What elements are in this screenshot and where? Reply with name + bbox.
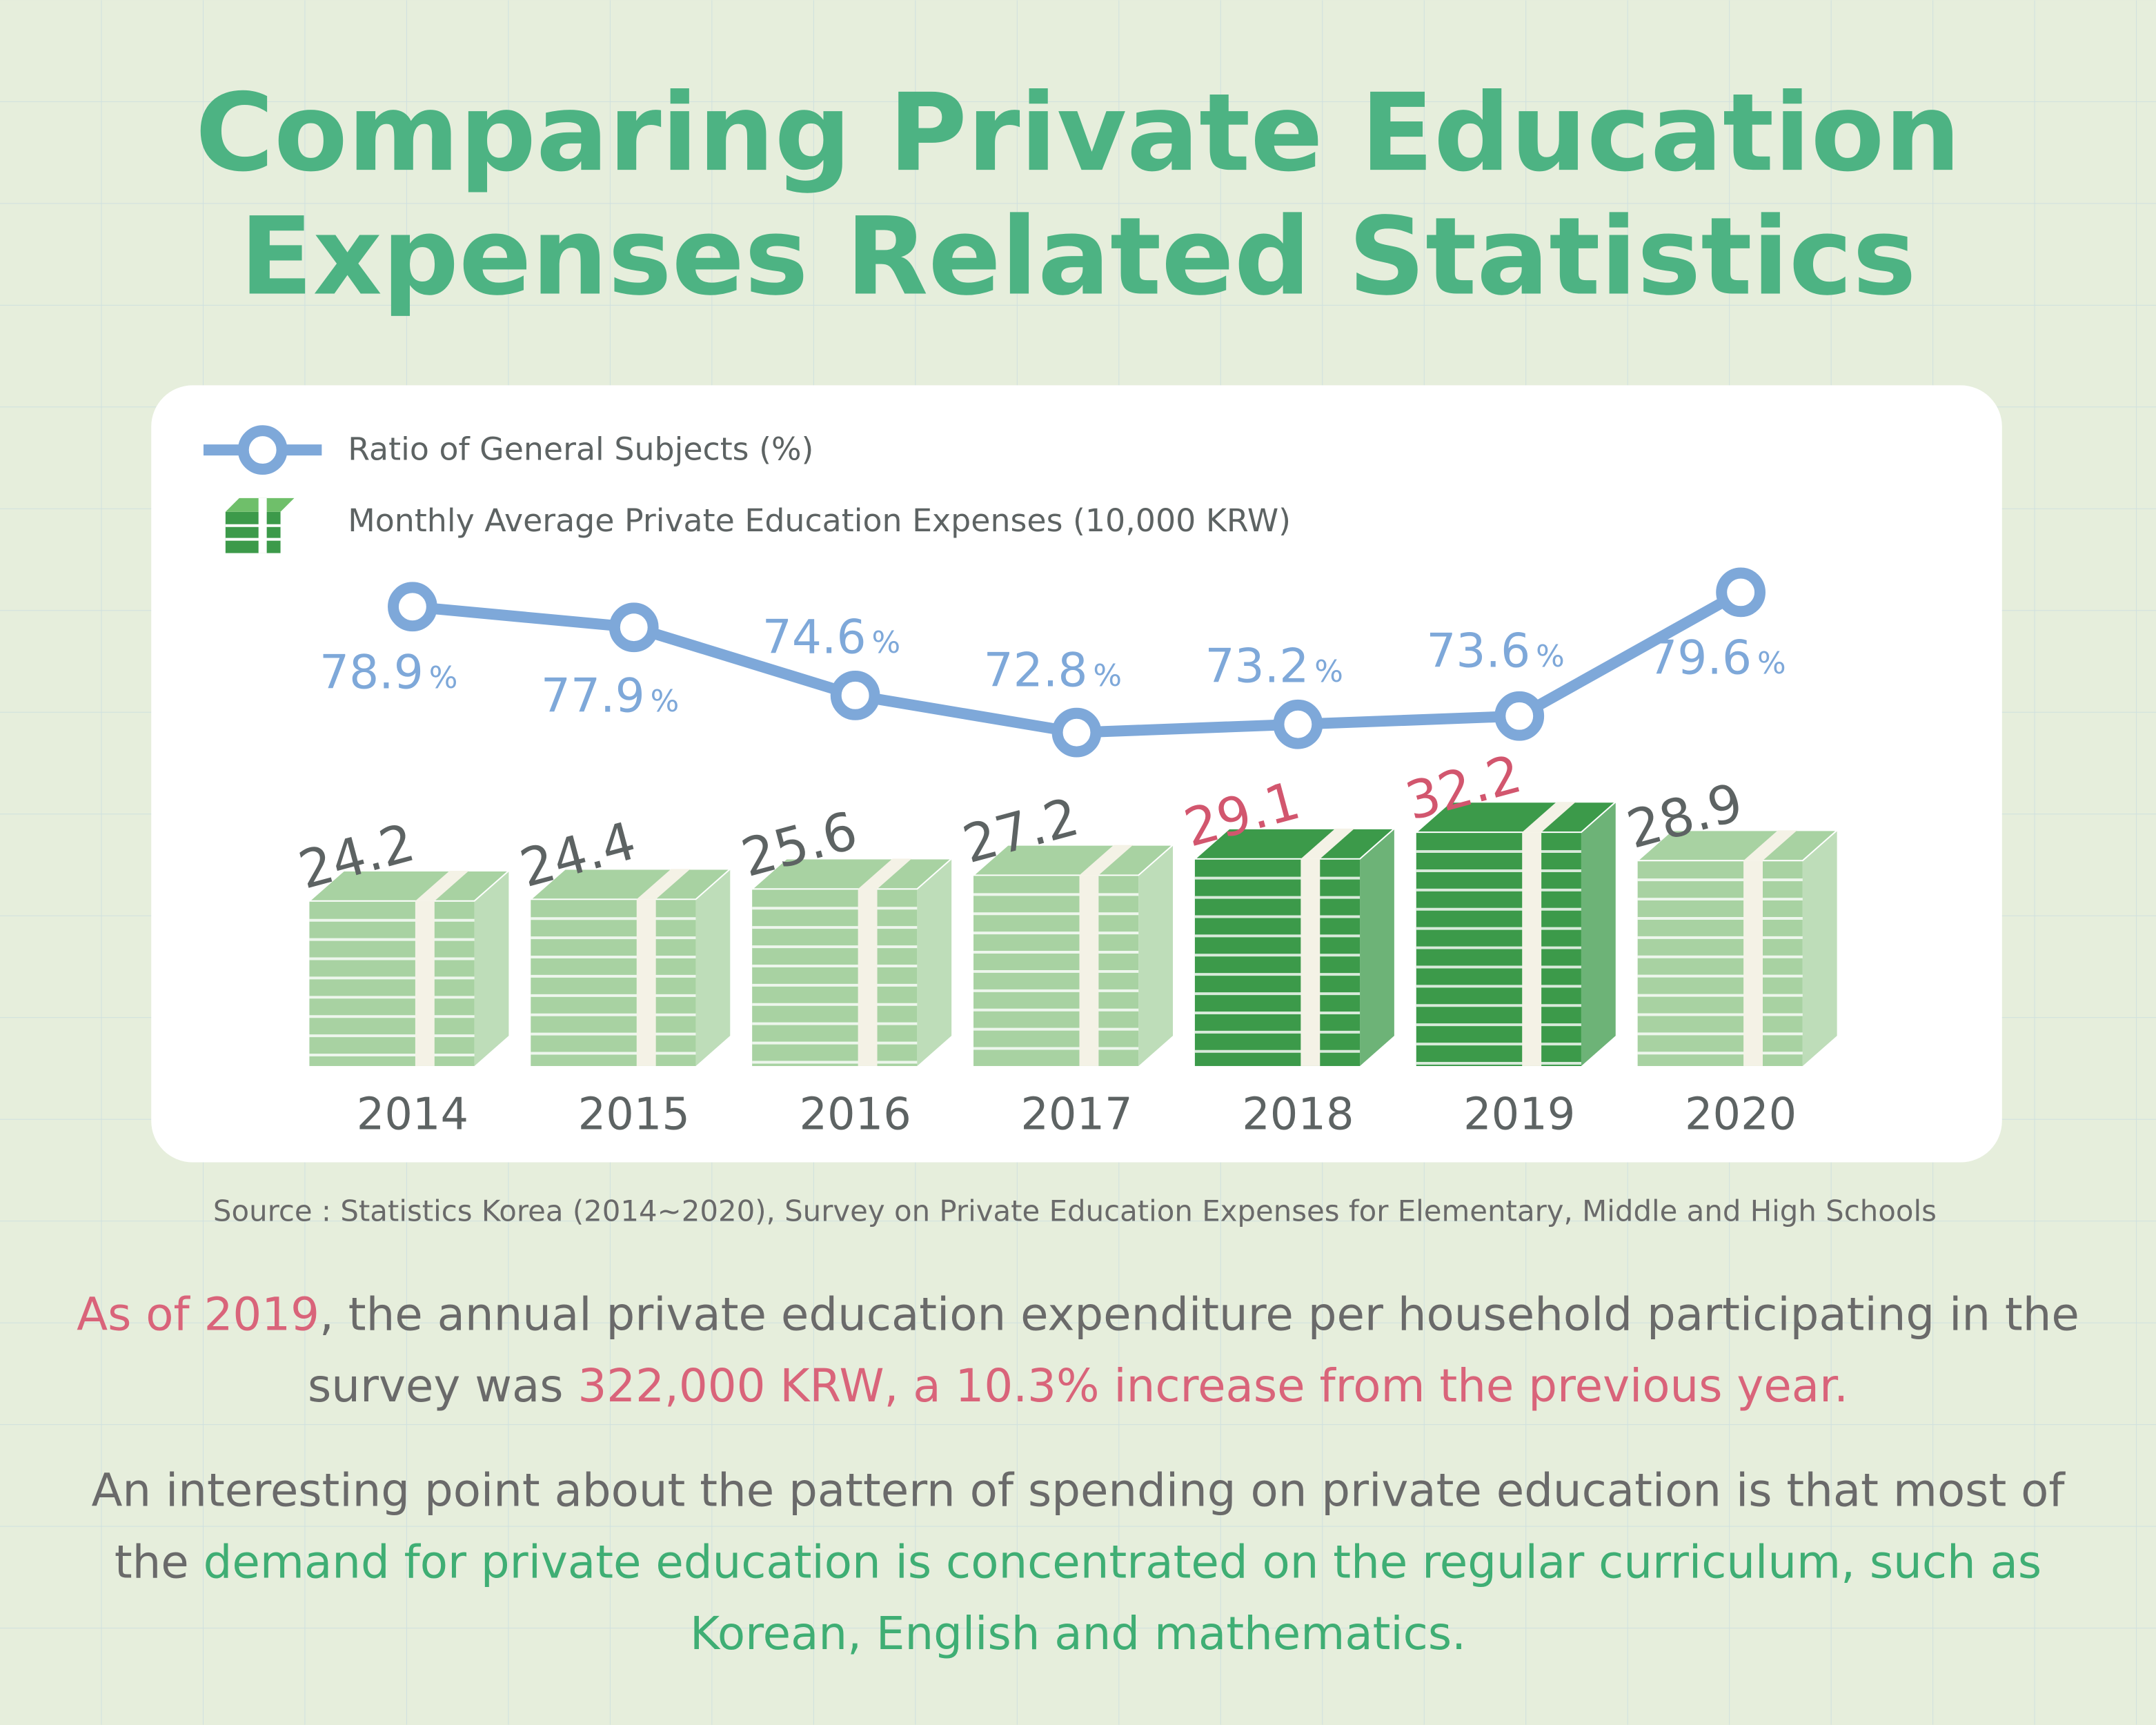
legend-money-icon (225, 497, 295, 553)
ratio-point (1494, 691, 1545, 741)
value-label: 78.9 (319, 645, 424, 700)
stack-front (752, 889, 918, 1066)
text-run: 322,000 KRW, a 10.3% increase from the p… (577, 1359, 1848, 1413)
stack-band (636, 899, 656, 1066)
title-line: Comparing Private Education (195, 70, 1961, 195)
stack-band (1743, 860, 1763, 1066)
value-label: 73.2 (1205, 639, 1309, 693)
ratio-point (1716, 567, 1766, 618)
money-stack (528, 868, 732, 1066)
stack-band-top (636, 869, 691, 900)
stack-side (917, 858, 952, 1066)
value-unit: % (1536, 639, 1565, 674)
x-tick-label: 2020 (1685, 1089, 1797, 1140)
value-label: 72.8 (984, 643, 1088, 698)
source-note: Source : Statistics Korea (2014~2020), S… (213, 1194, 1937, 1228)
ratio-point (609, 602, 659, 653)
stack-side (695, 869, 731, 1066)
legend: Ratio of General Subjects (%) Monthly Av… (203, 425, 1291, 553)
stack-band (415, 900, 435, 1066)
ratio-point (388, 582, 437, 632)
text-run: An interesting point about the pattern o… (91, 1463, 2065, 1589)
stack-band-top (415, 870, 469, 901)
paragraph: An interesting point about the pattern o… (55, 1455, 2101, 1670)
value-unit: % (651, 684, 680, 719)
x-tick-label: 2018 (1242, 1089, 1354, 1140)
legend-label: Ratio of General Subjects (%) (348, 431, 813, 468)
stack-band-top (1300, 828, 1355, 859)
legend-marker (237, 425, 288, 475)
title-line: Expenses Related Statistics (239, 195, 1916, 319)
value-label: 79.6 (1648, 631, 1752, 685)
text-run: As of 2019 (77, 1287, 319, 1341)
value-label: 73.6 (1426, 624, 1530, 678)
money-stack (971, 844, 1175, 1066)
value-unit: % (1093, 658, 1122, 693)
value-unit: % (429, 660, 458, 696)
x-tick-label: 2016 (799, 1089, 911, 1140)
stack-band-top (858, 858, 912, 889)
stack-band-top (1743, 830, 1797, 861)
stack-front (1637, 860, 1803, 1066)
stack-side (1138, 845, 1174, 1066)
ratio-point (830, 670, 880, 720)
stack-side (1802, 830, 1837, 1066)
money-stack (1193, 827, 1396, 1066)
text-run: demand for private education is concentr… (203, 1535, 2042, 1660)
value-unit: % (1757, 646, 1786, 681)
value-unit: % (872, 625, 901, 660)
stack-band (858, 889, 878, 1066)
x-tick-label: 2015 (578, 1089, 690, 1140)
stack-band (1300, 858, 1321, 1066)
value-unit: % (1314, 654, 1343, 689)
stack-side (1360, 828, 1394, 1066)
stack-side (474, 870, 509, 1066)
stack-band (1079, 875, 1099, 1066)
money-stack (750, 858, 953, 1066)
stack-band-top (1522, 802, 1576, 833)
x-tick-label: 2017 (1020, 1089, 1132, 1140)
money-stack (307, 869, 511, 1066)
stack-band-top (1079, 845, 1134, 876)
stack-front (531, 899, 696, 1066)
text-block: As of 2019, the annual private education… (55, 1279, 2101, 1670)
money-stack (1636, 829, 1839, 1066)
text-run: , the annual private education expenditu… (307, 1287, 2079, 1413)
stack-band (1522, 832, 1542, 1066)
stack-front (309, 900, 475, 1066)
value-label: 74.6 (762, 610, 867, 664)
legend-label: Monthly Average Private Education Expens… (348, 502, 1291, 539)
ratio-point (1273, 699, 1323, 749)
x-tick-label: 2014 (357, 1089, 468, 1140)
paragraph: As of 2019, the annual private education… (55, 1279, 2101, 1422)
ratio-point (1051, 707, 1102, 758)
value-label: 77.9 (541, 668, 645, 722)
stack-front (1416, 832, 1581, 1066)
money-stack (1414, 801, 1618, 1066)
x-tick-label: 2019 (1463, 1089, 1575, 1140)
stack-side (1581, 802, 1616, 1066)
stack-front (1194, 858, 1361, 1066)
paragraphs: As of 2019, the annual private education… (55, 1279, 2101, 1670)
